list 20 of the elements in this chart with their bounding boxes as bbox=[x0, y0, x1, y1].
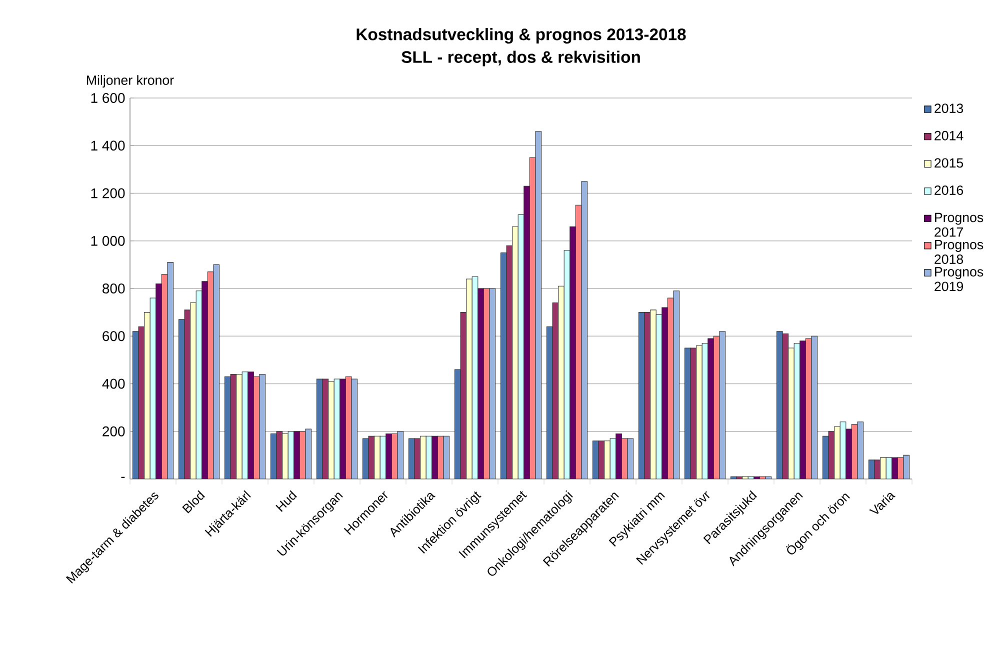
y-tick-label: - bbox=[121, 476, 125, 478]
legend-label: 2016 bbox=[934, 186, 964, 195]
legend-label: 2013 bbox=[934, 104, 964, 114]
legend-label: 2015 bbox=[934, 158, 964, 168]
y-tick-label: 1 400 bbox=[91, 140, 125, 151]
y-tick-label: 1 200 bbox=[91, 188, 125, 198]
legend-label: Prognos 2019 bbox=[934, 267, 984, 292]
chart-subtitle: SLL - recept, dos & rekvisition bbox=[402, 50, 640, 66]
y-tick-label: 800 bbox=[102, 284, 125, 294]
y-tick-label: 1 600 bbox=[91, 93, 125, 103]
legend-label: Prognos 2018 bbox=[934, 240, 984, 264]
y-tick-label: 200 bbox=[102, 426, 125, 436]
legend-label: Prognos 2017 bbox=[934, 212, 984, 237]
chart-title: Kostnadsutveckling & prognos 2013-2018 bbox=[356, 28, 686, 44]
x-tick-label: Varia bbox=[869, 492, 896, 514]
y-axis-title: Miljoner kronor bbox=[87, 75, 174, 88]
y-tick-label: 600 bbox=[102, 331, 125, 342]
y-tick-label: 400 bbox=[102, 378, 125, 389]
y-tick-label: 1 000 bbox=[91, 236, 125, 246]
legend-label: 2014 bbox=[934, 130, 964, 140]
